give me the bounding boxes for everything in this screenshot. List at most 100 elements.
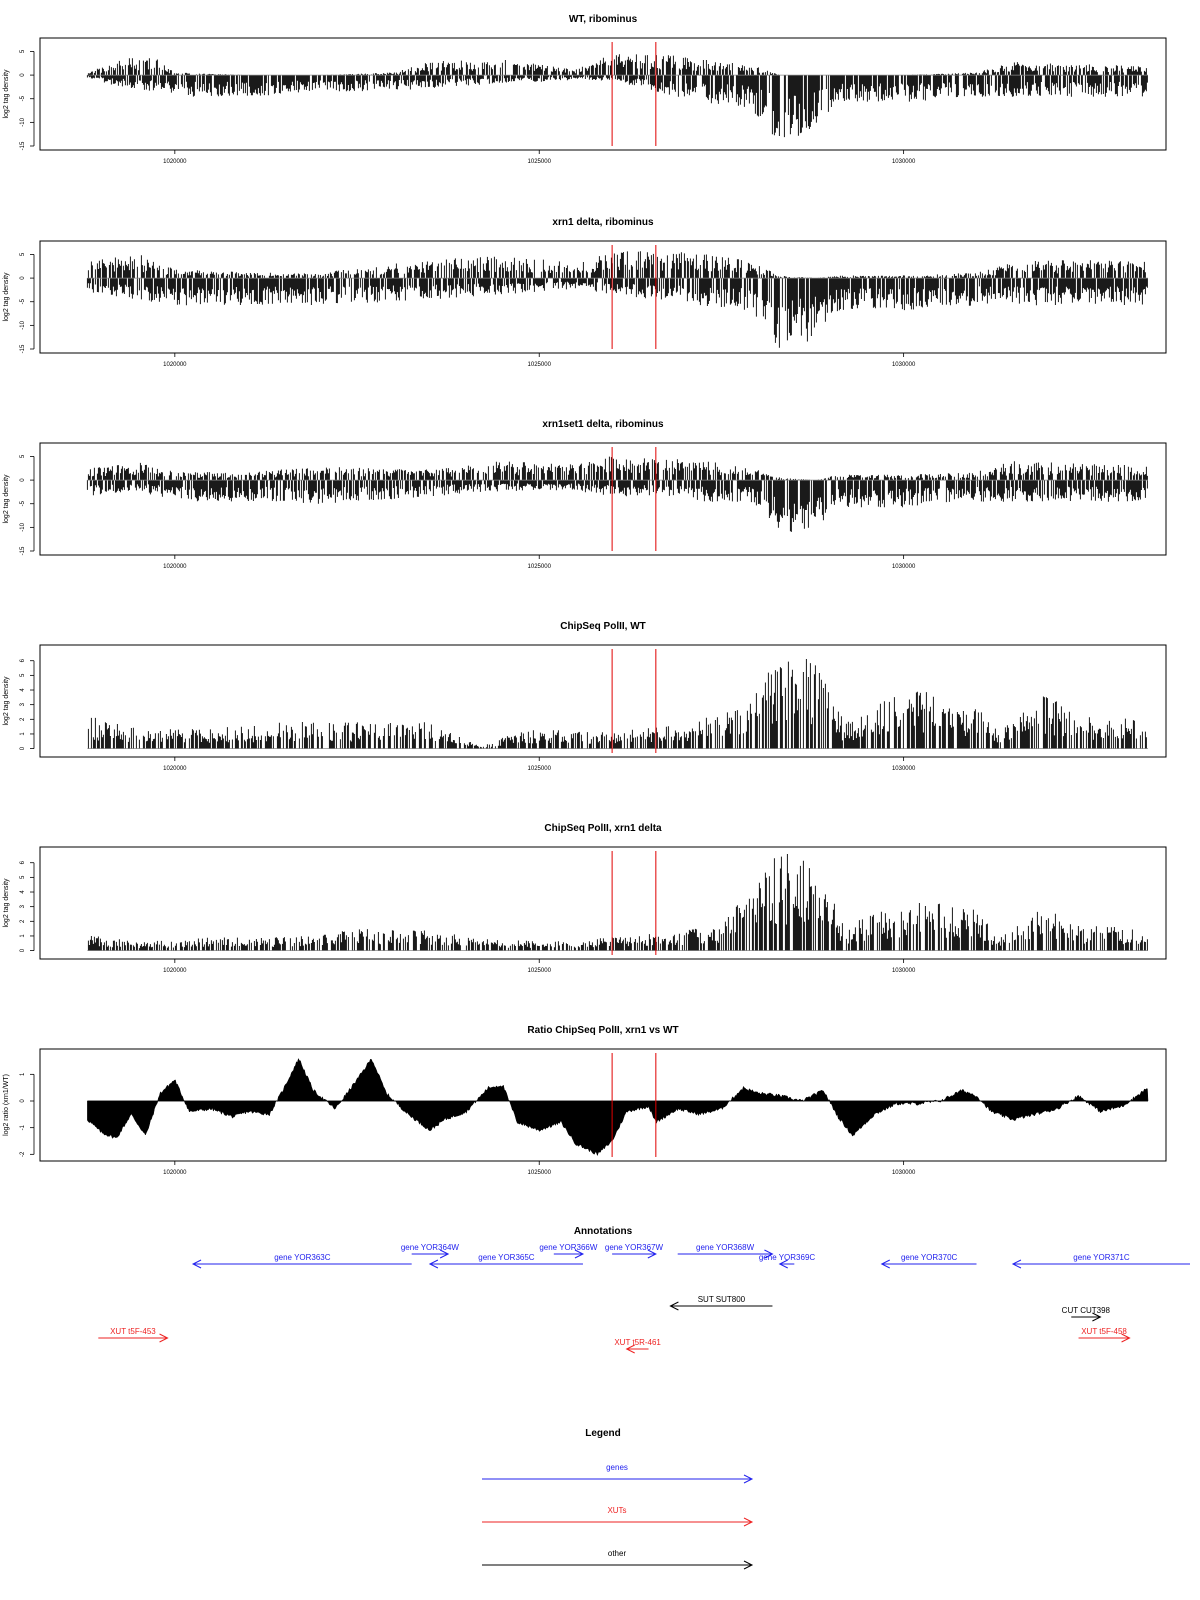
annotation-label: XUT t5F-458 (1081, 1327, 1127, 1336)
y-tick-label: 3 (20, 702, 26, 706)
arrow-head (743, 1474, 754, 1484)
y-tick-label: 5 (20, 252, 26, 256)
signal-series (87, 854, 1148, 952)
signal-series (86, 251, 1148, 348)
x-tick-label: 1030000 (892, 1170, 916, 1176)
y-tick-label: 1 (20, 1072, 26, 1076)
x-axis: 1020000 1025000 1030000 (163, 757, 916, 772)
x-axis: 1020000 1025000 1030000 (163, 353, 916, 368)
annotation-feature: XUT t5R-461 (614, 1338, 661, 1354)
annotation-label: XUT t5R-461 (614, 1338, 661, 1347)
annotation-label: gene YOR370C (901, 1253, 958, 1262)
y-tick-label: -2 (20, 1151, 26, 1157)
annotation-feature: XUT t5F-458 (1078, 1327, 1131, 1343)
annotation-feature: gene YOR368W (677, 1243, 774, 1259)
x-axis: 1020000 1025000 1030000 (163, 150, 916, 165)
y-tick-label: -15 (20, 344, 26, 353)
annotation-label: gene YOR367W (605, 1243, 664, 1252)
y-axis-label: log2 ratio (xrn1/WT) (3, 1074, 10, 1136)
y-tick-label: 5 (20, 673, 26, 677)
annotation-label: gene YOR365C (478, 1253, 535, 1262)
panel-title: ChipSeq PolII, xrn1 delta (544, 823, 662, 834)
x-tick-label: 1020000 (163, 766, 187, 772)
arrow-head (764, 1249, 774, 1259)
annotation-label: gene YOR363C (274, 1253, 331, 1262)
arrow-head (743, 1560, 754, 1570)
y-axis: 5 0 -5 -10 -15 log2 tag density (3, 454, 35, 555)
annotation-feature: gene YOR363C (191, 1253, 412, 1269)
y-tick-label: 5 (20, 454, 26, 458)
arrow-head (439, 1249, 450, 1259)
x-tick-label: 1030000 (892, 968, 916, 974)
x-tick-label: 1020000 (163, 968, 187, 974)
legend-item: other (482, 1549, 754, 1570)
annotation-feature: gene YOR367W (605, 1243, 664, 1259)
y-tick-label: 1 (20, 934, 26, 938)
annotation-label: gene YOR371C (1073, 1253, 1130, 1262)
y-tick-label: 4 (20, 890, 26, 894)
plot-frame (39, 1048, 1167, 1162)
signal-series (86, 54, 1148, 138)
annotation-feature: gene YOR365C (428, 1253, 583, 1269)
x-tick-label: 1020000 (163, 159, 187, 165)
legend-item: genes (482, 1463, 754, 1484)
track-panel-5: ChipSeq PolII, xrn1 delta 0 1 2 3 4 5 6 log2 tag… (3, 823, 1167, 974)
arrow-head (1121, 1333, 1131, 1343)
x-tick-label: 1030000 (892, 766, 916, 772)
ratio-area (87, 1057, 1149, 1157)
arrow-head (191, 1259, 202, 1269)
x-tick-label: 1025000 (528, 968, 552, 974)
y-axis: 0 1 2 3 4 5 6 log2 tag density (3, 658, 35, 750)
signal-negative (86, 75, 1148, 138)
y-tick-label: -1 (20, 1124, 26, 1130)
track-panel-3: xrn1set1 delta, ribominus 5 0 -5 -10 -15 log2 … (3, 419, 1167, 570)
signal-negative (86, 278, 1148, 348)
annotations-title: Annotations (574, 1226, 633, 1237)
y-tick-label: -10 (20, 117, 26, 126)
annotation-label: SUT SUT800 (698, 1295, 746, 1304)
arrow-head (159, 1333, 169, 1343)
y-axis: 5 0 -5 -10 -15 log2 tag density (3, 252, 35, 353)
y-tick-label: 2 (20, 717, 26, 721)
y-tick-label: -10 (20, 522, 26, 531)
y-tick-label: 1 (20, 732, 26, 736)
x-tick-label: 1025000 (528, 362, 552, 368)
legend-label: other (608, 1549, 627, 1558)
arrow-head (647, 1249, 657, 1259)
signal-positive (87, 854, 1148, 951)
plot-frame (39, 240, 1167, 354)
plot-frame (39, 846, 1167, 960)
annotation-label: gene YOR366W (539, 1243, 598, 1252)
y-tick-label: 0 (20, 746, 26, 750)
x-tick-label: 1025000 (528, 159, 552, 165)
annotation-label: CUT CUT398 (1062, 1306, 1111, 1315)
annotation-feature: CUT CUT398 (1062, 1306, 1111, 1322)
y-axis-label: log2 tag density (3, 69, 10, 119)
arrow-head (669, 1301, 679, 1311)
legend-label: XUTs (607, 1506, 626, 1515)
annotation-label: XUT t5F-453 (110, 1327, 156, 1336)
plot-frame (39, 37, 1167, 151)
signal-series (87, 1057, 1149, 1157)
y-tick-label: 6 (20, 658, 26, 662)
annotation-feature: XUT t5F-453 (98, 1327, 169, 1343)
y-tick-label: -5 (20, 95, 26, 101)
arrow-head (574, 1249, 585, 1259)
track-panel-4: ChipSeq PolII, WT 0 1 2 3 4 5 6 log2 tag density… (3, 621, 1167, 772)
y-tick-label: 2 (20, 919, 26, 923)
y-tick-label: 4 (20, 688, 26, 692)
x-tick-label: 1020000 (163, 1170, 187, 1176)
plot-frame (39, 644, 1167, 758)
signal-positive (87, 54, 1147, 76)
track-panel-6: Ratio ChipSeq PolII, xrn1 vs WT -2 -1 0 1 log… (3, 1025, 1167, 1176)
arrow-head (880, 1259, 890, 1269)
arrow-head (625, 1344, 635, 1354)
annotation-feature: gene YOR364W (401, 1243, 459, 1259)
track-panel-2: xrn1 delta, ribominus 5 0 -5 -10 -15 log2 tag … (3, 217, 1167, 368)
y-tick-label: -15 (20, 141, 26, 150)
panel-title: WT, ribominus (569, 14, 638, 25)
signal-positive (87, 456, 1148, 481)
y-axis: -2 -1 0 1 log2 ratio (xrn1/WT) (3, 1072, 35, 1157)
y-tick-label: 5 (20, 875, 26, 879)
